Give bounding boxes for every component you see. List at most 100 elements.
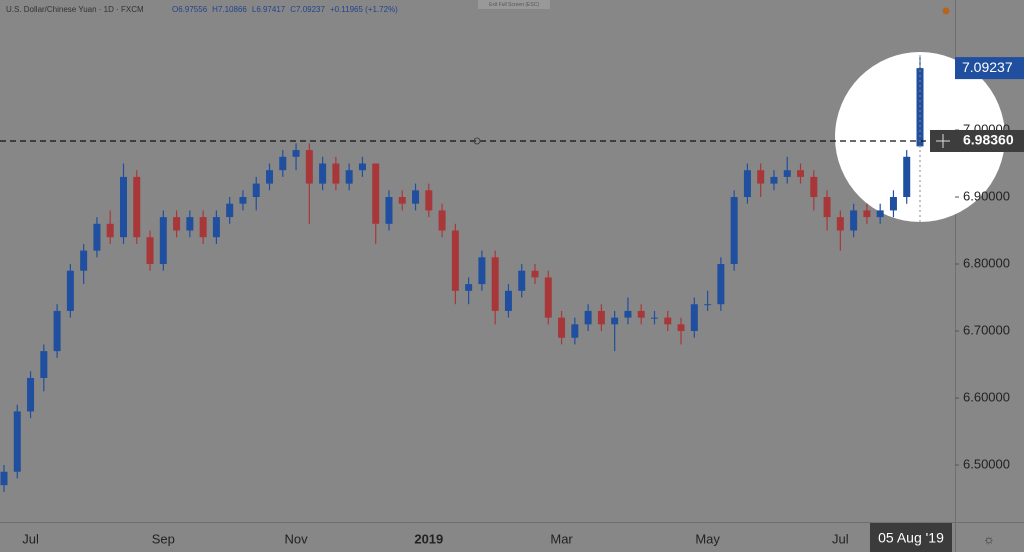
x-tick-label: Jul [832, 531, 849, 546]
candle-body [611, 317, 619, 325]
x-cursor-box [870, 523, 952, 552]
candle-body [850, 210, 858, 231]
candle-body [504, 290, 512, 311]
candle-body [332, 163, 340, 184]
candle-body [292, 150, 300, 157]
candle-body [146, 237, 154, 265]
candle-body [624, 310, 632, 318]
candle-body [876, 210, 884, 218]
candle-body [305, 150, 313, 184]
x-cursor-label: 05 Aug '19 [878, 530, 944, 546]
candle-body [797, 170, 805, 177]
ohlc-key: H [212, 5, 218, 14]
candle-body [863, 210, 871, 218]
candle-body [810, 176, 818, 198]
candle-body [66, 270, 74, 311]
candle-body [252, 183, 260, 198]
ohlc-value: 6.97417 [256, 5, 285, 14]
x-tick-label: Sep [152, 531, 175, 546]
candle-body [783, 170, 791, 177]
candle-body [279, 156, 287, 171]
candle-body [558, 317, 566, 338]
candle-body [491, 257, 499, 311]
candle-body [412, 190, 420, 204]
candle-body [319, 163, 327, 184]
candle-body [266, 170, 274, 184]
ohlc-value: 7.09237 [296, 5, 325, 14]
candle-body [80, 250, 88, 271]
candle-body [465, 284, 473, 291]
candle-body [398, 197, 406, 204]
ohlc-value: 6.97556 [178, 5, 207, 14]
plot [0, 57, 924, 492]
candle-body [916, 68, 924, 147]
x-tick-label: 2019 [414, 531, 443, 546]
ohlc-value: 7.10866 [218, 5, 247, 14]
candle-body [0, 471, 8, 486]
candle-body [27, 377, 35, 412]
crosshair-price-label: 6.98360 [963, 132, 1014, 148]
candle-body [93, 223, 101, 251]
last-price-box [955, 57, 1024, 80]
y-tick-label: 6.50000 [963, 456, 1010, 471]
candle-body [571, 324, 579, 338]
candle-body [133, 176, 141, 238]
candle-body [106, 223, 114, 238]
candle-body [704, 304, 712, 306]
candle-body [650, 317, 658, 319]
alert-icon[interactable] [942, 7, 950, 15]
exit-button-label[interactable]: Exit Full Screen (ESC) [489, 2, 539, 8]
candle-body [478, 257, 486, 285]
candle-body [677, 324, 685, 332]
candle-body [226, 203, 234, 218]
candle-body [199, 217, 207, 238]
y-tick-label: 6.90000 [963, 188, 1010, 203]
candle-body [836, 217, 844, 231]
ohlc-key: L [252, 5, 257, 14]
candle-body [531, 270, 539, 278]
y-tick-label: 6.80000 [963, 255, 1010, 270]
x-tick-label: May [695, 531, 720, 546]
candle-body [385, 197, 393, 224]
candle-body [372, 163, 380, 224]
settings-icon[interactable]: ☼ [983, 531, 995, 546]
candle-body [425, 190, 433, 211]
candle-body [345, 170, 353, 184]
candle-body [518, 270, 526, 291]
candle-body [903, 156, 911, 198]
candle-body [717, 264, 725, 305]
ohlc-key: C [290, 5, 296, 14]
ohlc-readout: O6.97556 H7.10866 L6.97417 C7.09237 +0.11965… [172, 5, 398, 14]
candle-body [690, 304, 698, 332]
candle-body [186, 217, 194, 231]
candle-body [212, 217, 220, 238]
candle-body [173, 217, 181, 231]
change-value: +0.11965 (+1.72%) [330, 5, 398, 14]
candle-body [743, 170, 751, 198]
crosshair-price-box [930, 129, 1024, 152]
last-price-label: 7.09237 [962, 59, 1013, 75]
crosshair-marker [473, 137, 481, 145]
x-tick-label: Mar [550, 531, 573, 546]
x-tick-label: Jul [22, 531, 39, 546]
candle-body [119, 176, 127, 238]
ohlc-key: O [172, 5, 178, 14]
candle-body [757, 170, 765, 184]
candle-body [889, 197, 897, 211]
candle-body [597, 310, 605, 325]
candle-body [770, 176, 778, 184]
symbol-title: U.S. Dollar/Chinese Yuan · 1D · FXCM [6, 5, 144, 14]
candle-body [358, 163, 366, 171]
exit-button[interactable] [478, 0, 550, 9]
candle-body [451, 230, 459, 291]
candle-body [544, 277, 552, 318]
candle-body [637, 310, 645, 318]
candle-body [40, 351, 48, 378]
candle-body [13, 411, 21, 472]
y-tick-label: 6.70000 [963, 322, 1010, 337]
candle-body [239, 197, 247, 204]
candle-body [823, 197, 831, 218]
candle-body [584, 310, 592, 325]
